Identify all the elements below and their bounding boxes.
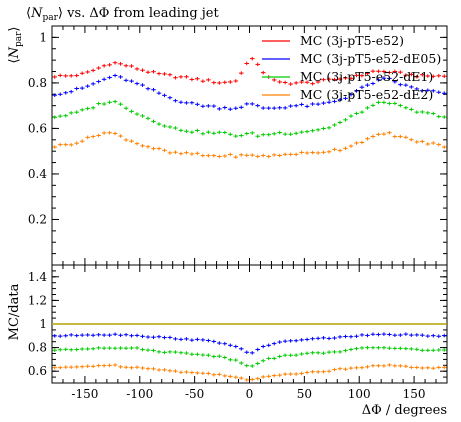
ratio-panel: 0.6 0.8 1 1.2 1.4 -150 -100 -50 0 50 100 150 [28,264,448,401]
x-tick-label: 0 [246,387,254,401]
series-points [52,56,447,86]
y-tick-label: 0.2 [28,212,47,226]
y-tick-label: 1.4 [28,270,47,284]
y-tick-label: 0.8 [28,76,47,90]
x-tick-label: -50 [185,387,204,401]
x-tick-label: 150 [403,387,426,401]
y-tick-label: 0.6 [28,121,47,135]
x-axis-label: ΔΦ / degrees [362,403,447,418]
x-tick-label: 50 [297,387,312,401]
legend-label: MC (3j-pT5-e52-dE2) [300,87,433,102]
y-tick-label: 1.2 [28,293,47,307]
y-tick-label: 0.6 [28,364,47,378]
y-axis-label: ⟨Npar⟩ [7,27,24,64]
x-tick-label: -100 [126,387,153,401]
ratio-series-points [52,332,447,355]
legend: MC (3j-pT5-e52) MC (3j-pT5-e52-dE05) MC (3… [262,33,441,102]
ratio-y-axis-label: MC/data [7,283,22,340]
legend-label: MC (3j-pT5-e52-dE1) [300,69,433,84]
main-panel: 0.2 0.4 0.6 0.8 1 [28,25,448,266]
y-tick-label: 1 [39,30,47,44]
chart-title: ⟨Npar⟩ vs. ΔΦ from leading jet [26,6,219,23]
series-points [52,130,447,159]
legend-label: MC (3j-pT5-e52) [300,33,404,48]
ratio-series-points [52,345,447,368]
series-points [52,73,447,112]
legend-label: MC (3j-pT5-e52-dE05) [300,51,441,66]
title: ⟨Npar⟩ vs. ΔΦ from leading jet [26,6,219,23]
x-tick-label: 100 [348,387,371,401]
y-tick-label: 1 [39,317,47,331]
y-tick-label: 0.8 [28,341,47,355]
x-tick-label: -150 [71,387,98,401]
series-points [52,99,447,139]
y-tick-label: 0.4 [28,167,47,181]
ratio-series-points [52,363,447,382]
